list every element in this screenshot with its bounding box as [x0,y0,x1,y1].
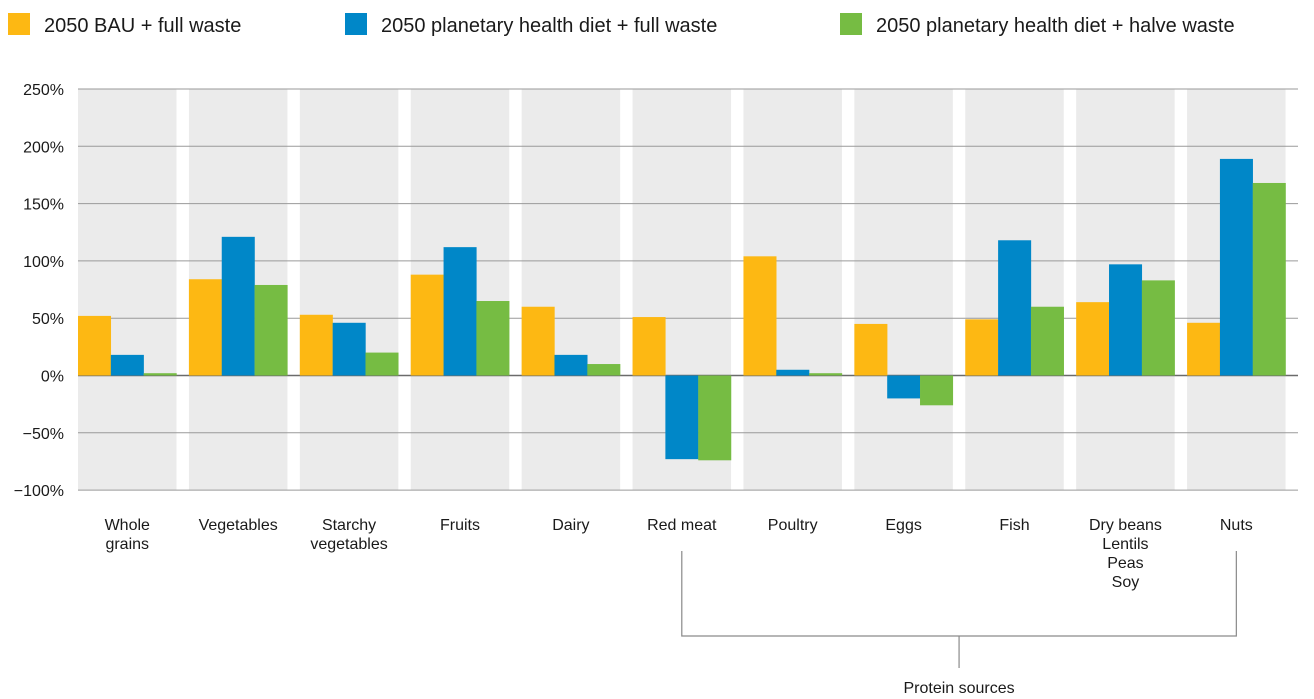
legend: 2050 BAU + full waste 2050 planetary heal… [8,13,1235,37]
y-tick-label: −50% [23,426,64,443]
bar-series-0 [632,317,666,376]
bar-series-1 [221,236,255,376]
bar-series-2 [1030,306,1064,376]
x-tick-label: Vegetables [199,517,278,534]
x-tick-label: Fish [999,517,1029,534]
bar-series-0 [299,314,333,376]
bar-series-1 [1109,264,1143,376]
bars [78,158,1286,461]
bar-series-0 [854,323,888,376]
y-tick-label: −100% [14,483,64,500]
bar-series-1 [887,375,921,399]
y-tick-label: 0% [41,369,64,386]
legend-label-0: 2050 BAU + full waste [44,15,241,37]
bar-series-0 [521,306,555,376]
category-band [299,89,399,490]
bar-series-1 [776,369,810,376]
bar-series-2 [476,301,510,376]
legend-swatch-0 [8,13,30,35]
y-tick-label: 50% [32,311,64,328]
category-band [521,89,621,490]
x-tick-label: Whole grains [105,517,150,553]
bar-series-1 [1219,158,1253,376]
bar-series-1 [665,375,699,460]
bar-series-0 [410,274,444,376]
y-tick-label: 100% [23,254,64,271]
x-tick-label: Dairy [552,517,589,534]
bar-series-2 [365,352,399,376]
bar-series-2 [698,375,732,461]
protein-sources-bracket: Protein sources [681,551,1237,697]
bar-series-0 [78,315,112,376]
x-tick-label: Red meat [647,517,717,534]
bar-series-2 [809,373,843,376]
y-axis: 250% 200% 150% 100% 50% 0% −100% −50% [14,82,64,500]
legend-label-2: 2050 planetary health diet + halve waste [876,15,1235,37]
bar-series-2 [1252,182,1286,376]
category-bands [78,89,1286,490]
legend-swatch-1 [345,13,367,35]
bar-series-1 [443,247,477,376]
bar-series-0 [743,256,777,376]
x-tick-label: Starchy vegetables [310,517,387,553]
category-band [78,89,177,490]
bar-series-0 [1076,302,1110,376]
x-tick-label: Fruits [440,517,480,534]
bar-series-1 [554,354,588,376]
bar-series-1 [332,322,366,376]
x-tick-label: Dry beans Lentils Peas Soy [1089,517,1162,591]
bar-series-2 [1141,280,1175,376]
x-axis: Whole grains Vegetables Starchy vegetables Fr… [105,517,1253,591]
bar-series-2 [587,364,621,376]
bar-series-0 [965,319,999,376]
bar-series-2 [143,373,177,376]
bar-series-2 [254,284,288,376]
bracket-line [681,551,1237,637]
x-tick-label: Nuts [1220,517,1253,534]
legend-swatch-2 [840,13,862,35]
y-tick-label: 250% [23,82,64,99]
bar-series-2 [920,375,954,406]
bracket-label: Protein sources [903,680,1014,697]
bar-series-0 [1187,322,1221,376]
legend-label-1: 2050 planetary health diet + full waste [381,15,717,37]
category-band [854,89,953,490]
bar-series-0 [188,279,222,376]
y-tick-label: 200% [23,139,64,156]
y-tick-label: 150% [23,197,64,214]
x-tick-label: Eggs [885,517,921,534]
bar-series-1 [110,354,144,376]
bar-series-1 [998,240,1032,376]
x-tick-label: Poultry [768,517,818,534]
